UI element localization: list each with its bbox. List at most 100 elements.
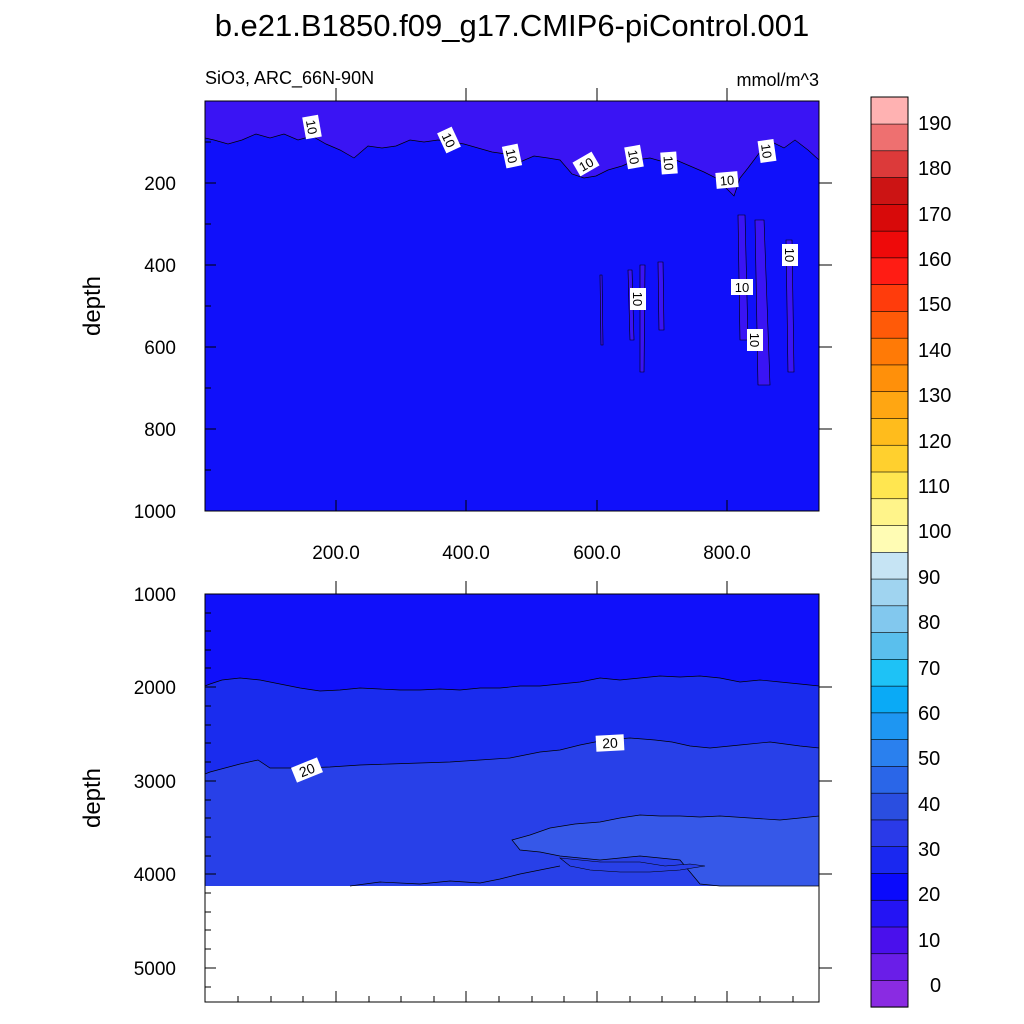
y-tick-label: 2000 [134,678,176,699]
colorbar-box [870,498,909,526]
svg-text:10: 10 [758,143,775,159]
svg-text:10: 10 [735,280,749,295]
colorbar-box [870,819,909,848]
lower-deep-contour [349,865,561,887]
svg-text:20: 20 [602,735,619,752]
lower-fill-30-40-bottom-edge [559,857,706,873]
colorbar-label: 0 [930,975,941,997]
colorbar-box [870,739,909,767]
colorbar-box [870,899,909,928]
colorbar-label: 50 [918,748,940,770]
colorbar-box [870,605,909,633]
colorbar-box [870,310,909,339]
svg-text:10: 10 [747,333,762,347]
colorbar-box [870,284,909,312]
colorbar-box [870,685,909,714]
colorbar-box [870,176,909,205]
contour-label: 10 [747,329,763,351]
colorbar-box [870,846,909,874]
upper-ylabel: depth [79,276,106,336]
contour-label: 10 [302,114,322,140]
upper-fill-streak-3 [639,264,646,373]
x-tick-label: 600.0 [573,543,621,564]
lower-x-ticks [237,581,794,1002]
x-tick-label: 200.0 [312,543,360,564]
colorbar-label: 60 [918,703,940,725]
colorbar-box [870,417,909,446]
y-tick-label: 800 [144,420,176,441]
y-tick-label: 400 [144,256,176,277]
svg-text:10: 10 [630,292,645,306]
colorbar-label: 120 [918,431,951,453]
svg-text:10: 10 [576,154,596,174]
colorbar-labels: 0 10 20 30 40 50 60 70 80 90 100 110 120… [918,113,951,997]
y-tick-label: 3000 [134,772,176,793]
upper-variable-label: SiO3, ARC_66N-90N [205,68,374,89]
colorbar-box [870,150,909,178]
colorbar-box [870,471,909,500]
colorbar-box [870,631,909,660]
colorbar-box [870,391,909,419]
colorbar-box [870,979,909,1008]
y-tick-label: 600 [144,338,176,359]
colorbar-label: 180 [918,158,951,180]
y-tick-label: 5000 [134,959,176,980]
contour-label: 10 [731,279,753,295]
y-tick-label: 200 [144,174,176,195]
y-tick-label: 1000 [134,585,176,606]
colorbar-label: 100 [918,521,951,543]
colorbar-box [870,257,909,285]
colorbar-box [870,203,909,232]
colorbar-box [870,792,909,821]
contour-label: 10 [715,171,739,189]
colorbar-box [870,578,909,607]
colorbar-label: 30 [918,839,940,861]
colorbar-boxes [870,96,909,1008]
colorbar-label: 20 [918,884,940,906]
colorbar-box [870,658,909,687]
colorbar-box [870,337,909,366]
svg-text:10: 10 [303,119,320,136]
lower-panel: 20 20 depth [79,581,832,1003]
colorbar-box [870,364,909,393]
colorbar-box [870,551,909,580]
upper-x-ticks [335,88,728,511]
lower-y-tick-labels: 1000 2000 3000 4000 5000 [134,585,176,980]
y-tick-label: 1000 [134,502,176,523]
figure-title: b.e21.B1850.f09_g17.CMIP6-piControl.001 [215,8,810,43]
x-tick-label: 400.0 [442,543,490,564]
colorbar-label: 130 [918,385,951,407]
contour-label: 10 [437,126,461,154]
colorbar-box [870,96,909,125]
upper-panel: SiO3, ARC_66N-90N mmol/m^3 10 10 10 [79,68,832,564]
colorbar-label: 160 [918,249,951,271]
svg-text:10: 10 [661,155,677,170]
svg-text:10: 10 [439,130,459,149]
colorbar-label: 140 [918,340,951,362]
contour-label: 10 [782,244,798,266]
contour-label: 20 [595,734,625,752]
upper-units-label: mmol/m^3 [737,70,819,90]
svg-text:10: 10 [782,248,797,262]
colorbar-label: 190 [918,113,951,135]
upper-fill-streak-7 [785,239,795,373]
lower-ylabel: depth [79,768,106,828]
lower-contour-labels: 20 20 [291,734,625,783]
colorbar-box [870,123,909,152]
svg-text:10: 10 [625,149,642,166]
colorbar: 0 10 20 30 40 50 60 70 80 90 100 110 120… [870,96,951,1008]
colorbar-label: 170 [918,204,951,226]
contour-label: 10 [624,144,644,170]
contour-label: 10 [660,151,678,175]
contour-label: 10 [630,288,646,310]
colorbar-label: 90 [918,567,940,589]
colorbar-frame [870,96,909,1008]
svg-text:10: 10 [719,172,735,188]
y-tick-label: 4000 [134,865,176,886]
upper-y-ticks [205,141,832,471]
svg-text:20: 20 [297,760,318,781]
svg-text:10: 10 [503,147,521,164]
colorbar-label: 80 [918,612,940,634]
colorbar-box [870,765,909,794]
colorbar-box [870,230,909,259]
